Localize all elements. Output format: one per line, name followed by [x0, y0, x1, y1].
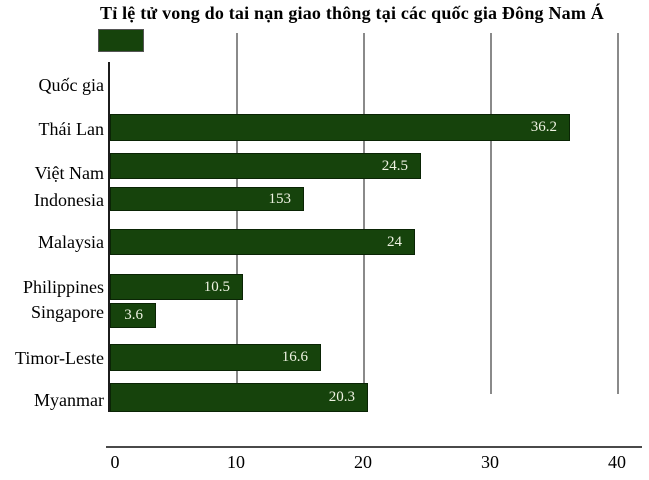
x-tick-label-0: 0 [110, 452, 120, 472]
x-axis-line [106, 446, 642, 448]
bar-value-label: 20.3 [328, 389, 355, 405]
category-label-indonesia: Indonesia [34, 190, 104, 210]
bar-indonesia: 153 [110, 187, 304, 211]
y-axis-title: Quốc gia [38, 75, 104, 95]
chart-title: Tỉ lệ tử vong do tai nạn giao thông tại … [100, 3, 604, 23]
gridline-10 [236, 33, 238, 394]
category-label-malaysia: Malaysia [38, 232, 104, 252]
bar-malaysia: 24 [110, 229, 415, 255]
legend-swatch [98, 29, 144, 52]
bar-singapore: 3.6 [110, 303, 156, 328]
bar-value-label: 3.6 [124, 307, 143, 323]
category-label-timor-leste: Timor-Leste [15, 348, 104, 368]
category-label-myanmar: Myanmar [34, 390, 104, 410]
category-label-philippines: Philippines [22, 277, 104, 297]
x-tick-label-40: 40 [608, 452, 626, 472]
gridline-30 [490, 33, 492, 394]
bar-timor-leste: 16.6 [110, 344, 321, 371]
bar-value-label: 24.5 [381, 157, 408, 174]
bar-myanmar: 20.3 [110, 383, 368, 412]
bar-value-label: 24 [387, 233, 402, 250]
category-label-thái-lan: Thái Lan [38, 119, 104, 139]
bar-thái-lan: 36.2 [110, 114, 570, 141]
bar-value-label: 16.6 [281, 349, 308, 365]
bar-value-label: 10.5 [203, 278, 230, 295]
category-label-singapore: Singapore [31, 302, 104, 322]
x-tick-label-10: 10 [227, 452, 245, 472]
x-tick-label-20: 20 [354, 452, 372, 472]
bar-philippines: 10.5 [110, 274, 243, 300]
bar-value-label: 36.2 [530, 119, 557, 135]
y-axis-line [108, 62, 110, 412]
x-tick-label-30: 30 [481, 452, 499, 472]
bar-việt-nam: 24.5 [110, 153, 421, 179]
gridline-40 [617, 33, 619, 394]
category-label-việt-nam: Việt Nam [34, 163, 104, 183]
bar-value-label: 153 [268, 190, 292, 207]
gridline-20 [363, 33, 365, 394]
